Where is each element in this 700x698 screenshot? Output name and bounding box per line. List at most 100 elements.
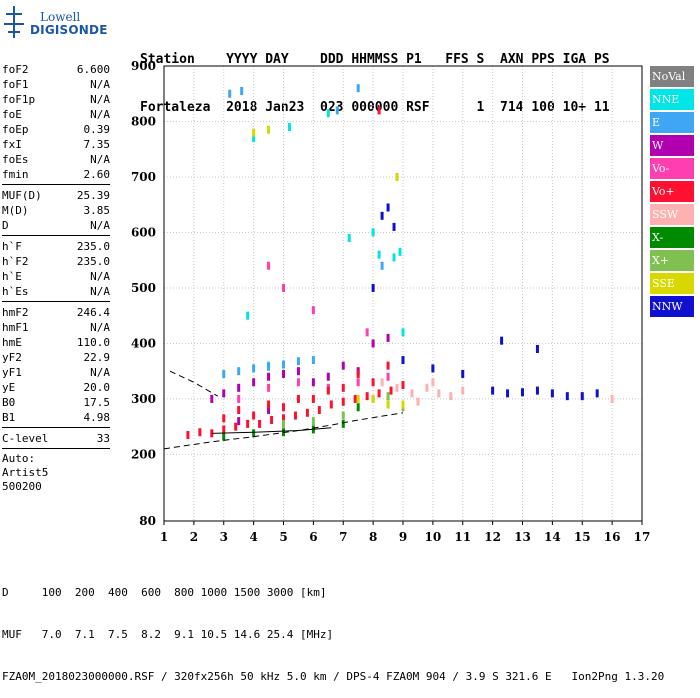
echo-point-x [356, 403, 360, 412]
echo-point-nnw [371, 283, 375, 292]
echo-point-ssw [416, 397, 420, 406]
param-row: foEs N/A [2, 152, 110, 167]
echo-point-e [296, 357, 300, 366]
echo-point-vo [282, 283, 285, 292]
lowell-digisonde-logo: Lowell DIGISONDE [0, 0, 120, 44]
echo-point-nnw [535, 344, 539, 353]
echo-point-vo [311, 306, 315, 315]
echo-point-nnw [580, 392, 584, 401]
echo-point-vo [341, 383, 345, 392]
auto-label: Auto: [2, 452, 36, 465]
footer-file-info: FZA0M_2018023000000.RSF / 320fx256h 50 k… [2, 670, 665, 683]
divider [2, 184, 110, 185]
param-value: 235.0 [76, 255, 110, 268]
param-value: 7.35 [83, 138, 111, 151]
param-key: MUF(D) [2, 189, 42, 202]
param-value: 20.0 [83, 381, 111, 394]
param-key: fmin [2, 168, 29, 181]
echo-point-vo [341, 397, 345, 406]
echo-point-vo [356, 369, 360, 378]
echo-point-vo [270, 416, 274, 425]
param-key: yE [2, 381, 16, 394]
echo-point-e [335, 106, 339, 115]
param-key: h`F2 [2, 255, 29, 268]
echo-point-w [252, 378, 256, 387]
echo-point-w [341, 361, 345, 370]
echo-point-vo [377, 106, 381, 115]
echo-point-nnw [550, 389, 554, 398]
param-value: 25.39 [76, 189, 110, 202]
param-row: B0 17.5 [2, 395, 110, 410]
echo-point-vo [329, 400, 333, 409]
profile-line [211, 427, 332, 434]
echo-point-vo [365, 328, 369, 337]
param-key: foF1 [2, 78, 29, 91]
x-tick-label: 4 [249, 530, 257, 544]
param-key: B0 [2, 396, 16, 409]
x-tick-label: 8 [369, 530, 377, 544]
param-group-virtual-heights: h`F 235.0 h`F2 235.0 h`E N/A h`Es N/A [2, 239, 110, 299]
param-row: yE 20.0 [2, 380, 110, 395]
y-tick-label: 500 [131, 281, 156, 295]
echo-point-e [240, 86, 244, 95]
param-value: 246.4 [76, 306, 110, 319]
param-value: 22.9 [83, 351, 111, 364]
legend-item: NNE [650, 89, 694, 110]
param-value: N/A [90, 366, 110, 379]
param-row: hmF2 246.4 [2, 305, 110, 320]
echo-point-vo [317, 406, 321, 415]
echo-point-e [252, 364, 256, 373]
echo-point-w [237, 383, 241, 392]
echo-point-vo [282, 403, 285, 412]
param-key: B1 [2, 411, 16, 424]
echo-point-nne [371, 228, 375, 237]
param-key: h`Es [2, 285, 29, 298]
echo-point-w [371, 339, 375, 348]
param-key: hmE [2, 336, 22, 349]
header-labels: Station YYYY DAY DDD HHMMSS P1 FFS S AXN… [140, 52, 610, 67]
footer-distance-row: D 100 200 400 600 800 1000 1500 3000 [km… [2, 586, 327, 599]
param-group-frequencies: foF2 6.600 foF1 N/A foF1p N/A foE N/A foEp 0.39 fx… [2, 62, 110, 182]
param-value: 4.98 [83, 411, 111, 424]
echo-point-w [267, 372, 271, 381]
echo-point-vo [198, 428, 202, 437]
echo-point-sse [356, 394, 360, 403]
param-row: h`F2 235.0 [2, 254, 110, 269]
param-row-clevel: C-level 33 [2, 431, 110, 446]
param-value: 110.0 [76, 336, 110, 349]
plot-frame [163, 65, 643, 522]
echo-point-ssw [410, 389, 414, 398]
param-row: h`F 235.0 [2, 239, 110, 254]
echo-point-vo [296, 394, 300, 403]
echo-point-x [222, 432, 226, 441]
legend-item: X+ [650, 250, 694, 271]
footer-muf-row: MUF 7.0 7.1 7.5 8.2 9.1 10.5 14.6 25.4 [… [2, 628, 334, 641]
divider [2, 235, 110, 236]
echo-point-ssw [449, 392, 453, 401]
x-tick-label: 17 [634, 530, 651, 544]
echo-point-vo [296, 378, 300, 387]
echo-point-x [341, 411, 345, 420]
param-value: 2.60 [83, 168, 111, 181]
param-row: D N/A [2, 218, 110, 233]
legend-item: NNW [650, 296, 694, 317]
echo-point-sse [371, 394, 375, 403]
echo-point-vo [234, 422, 238, 431]
echo-point-nnw [380, 211, 384, 220]
y-tick-label: 200 [131, 447, 156, 461]
echo-point-vo [371, 378, 375, 387]
param-value: 6.600 [76, 63, 110, 76]
echo-point-nne [347, 234, 351, 243]
echo-point-nnw [565, 392, 569, 401]
x-tick-label: 15 [574, 530, 591, 544]
echo-point-vo [237, 394, 241, 403]
param-key: h`E [2, 270, 22, 283]
param-row: foF2 6.600 [2, 62, 110, 77]
echo-point-nnw [521, 388, 524, 397]
param-row: fxI 7.35 [2, 137, 110, 152]
logo-line2: DIGISONDE [30, 23, 108, 37]
echo-point-nnw [595, 389, 599, 398]
param-row: M(D) 3.85 [2, 203, 110, 218]
legend: NoVal NNE E W Vo- Vo+ SSW X- X+ SSE NNW [650, 66, 694, 319]
echo-point-x [282, 419, 285, 428]
